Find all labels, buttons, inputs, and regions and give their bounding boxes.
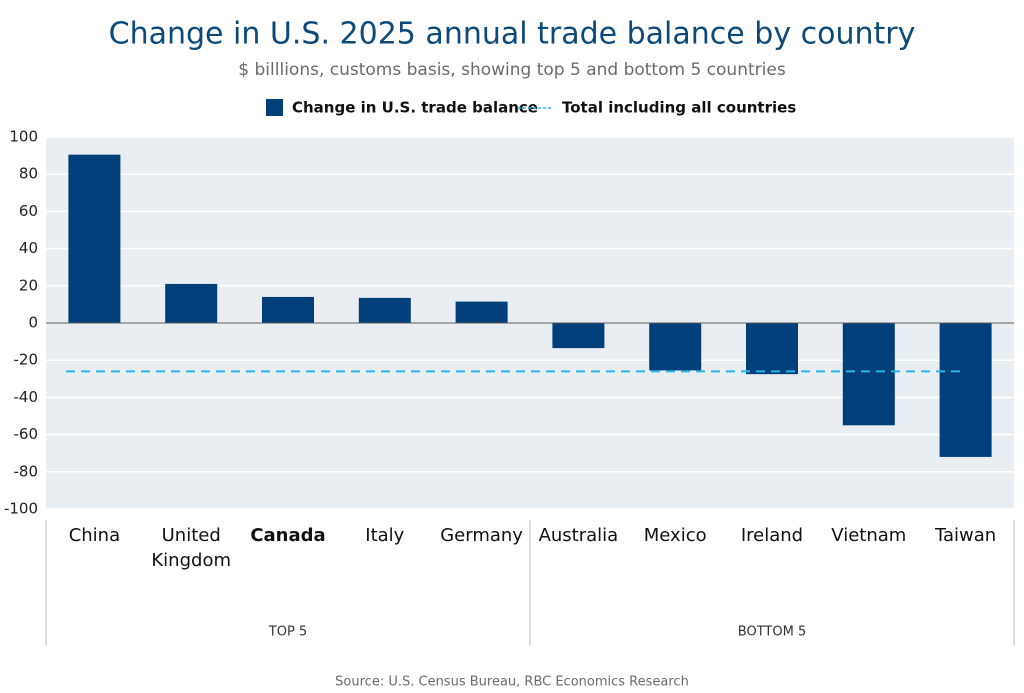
bar (262, 296, 314, 323)
x-tick-label: United Kingdom (151, 525, 231, 571)
x-tick-label: Canada (250, 525, 325, 546)
x-tick-label: Mexico (644, 525, 707, 546)
bar (358, 297, 411, 323)
legend-label: Change in U.S. trade balance (292, 99, 538, 117)
y-tick-label: 0 (28, 314, 38, 332)
x-tick-label: Taiwan (934, 525, 996, 546)
x-tick-label: Italy (365, 525, 404, 546)
x-tick-label: Germany (440, 525, 523, 546)
chart-title: Change in U.S. 2025 annual trade balance… (109, 17, 916, 52)
y-tick-label: -60 (14, 425, 39, 443)
legend-label: Total including all countries (562, 99, 796, 117)
x-tick-label: Vietnam (831, 525, 906, 546)
y-tick-label: -40 (14, 388, 39, 406)
x-tick-label: Ireland (741, 525, 803, 546)
bar (165, 283, 218, 323)
bar (68, 154, 121, 323)
y-tick-label: 40 (19, 239, 38, 257)
legend-swatch (266, 99, 283, 116)
chart-subtitle: $ billlions, customs basis, showing top … (238, 60, 786, 80)
bar (552, 323, 605, 349)
group-label: TOP 5 (268, 625, 307, 640)
y-tick-label: -80 (14, 462, 39, 480)
x-tick-label: China (69, 525, 120, 546)
bar (649, 323, 702, 371)
y-tick-label: 20 (19, 276, 38, 294)
y-tick-label: -100 (4, 500, 38, 518)
y-tick-label: 100 (9, 128, 38, 146)
bar (746, 323, 798, 375)
y-tick-label: 80 (19, 165, 38, 183)
x-tick-label: Australia (539, 525, 619, 546)
source: Source: U.S. Census Bureau, RBC Economic… (335, 675, 689, 690)
bar (455, 301, 508, 323)
bar (939, 323, 992, 457)
y-tick-label: -20 (14, 351, 39, 369)
y-tick-label: 60 (19, 202, 38, 220)
bar (842, 323, 895, 426)
group-label: BOTTOM 5 (738, 625, 806, 640)
